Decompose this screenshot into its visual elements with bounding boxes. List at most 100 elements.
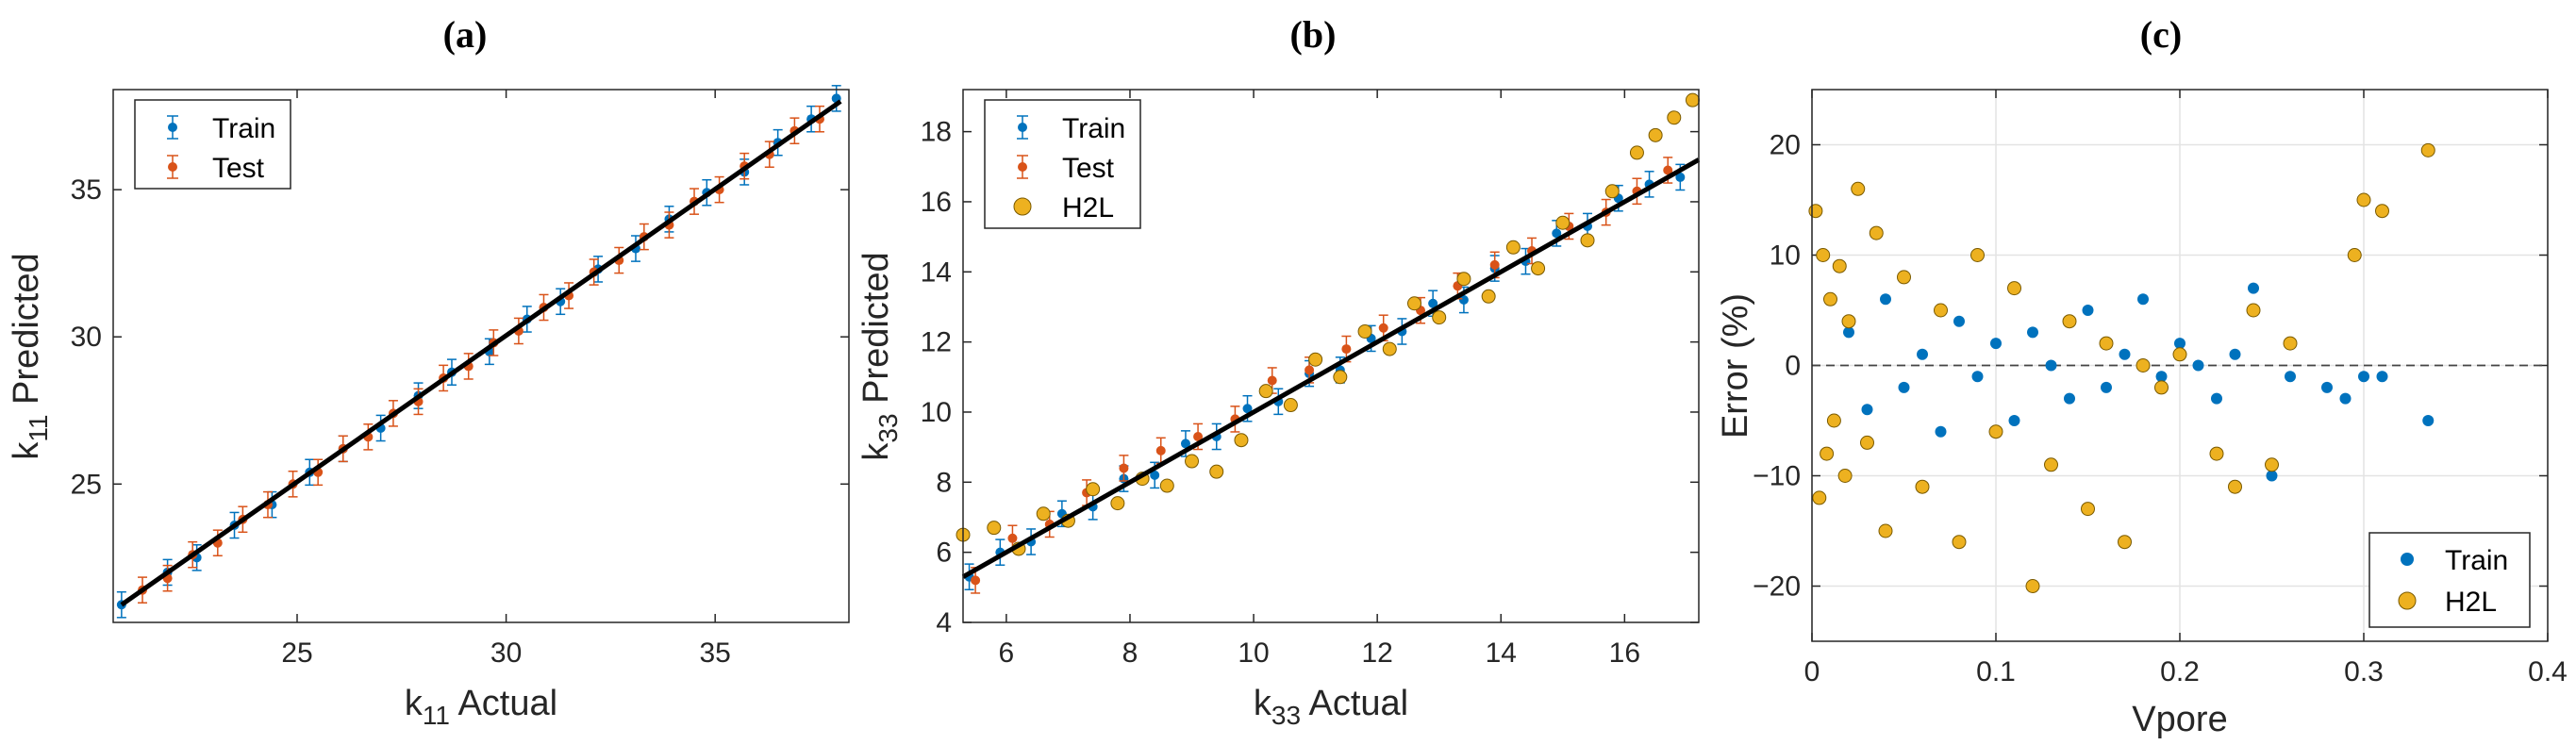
panel-c-h2l-point-31: [2246, 303, 2261, 318]
panel-c-train-point-8: [1990, 338, 2002, 350]
panel-a-y-tick-label-2: 35: [71, 174, 102, 206]
panel-c-h2l-point-3: [1820, 446, 1835, 461]
panel-b: (b) 6 8 10 12 14 16 4 6 8 10 12 14 16 18 k33 Actual k…: [856, 13, 1701, 730]
panel-b-axes-box: [962, 89, 1700, 623]
panel-b-test-point-4: [1119, 455, 1129, 482]
panel-c-train-point-20: [2211, 392, 2222, 405]
panel-b-x-tick-label-4: 14: [1486, 637, 1517, 669]
panel-c-x-axis-label: Vpore: [2132, 700, 2227, 739]
panel-c-h2l-point-10: [1860, 435, 1874, 450]
panel-b-h2l-point-13: [1283, 398, 1298, 413]
panel-c-h2l-point-2: [1816, 248, 1831, 262]
panel-b-title: (b): [1290, 13, 1337, 56]
panel-a-test-point-11: [413, 388, 424, 416]
panel-b-y-tick-label-7: 18: [921, 117, 952, 148]
panel-c-h2l-point-9: [1851, 181, 1866, 196]
panel-b-x-tick-label-1: 8: [1122, 637, 1138, 669]
panel-c-h2l-point-34: [2347, 248, 2362, 262]
panel-c-train-point-1: [1861, 404, 1873, 416]
panel-b-h2l-point-29: [1667, 110, 1682, 125]
panel-c-train-point-17: [2155, 371, 2168, 383]
panel-c-h2l-point-33: [2283, 336, 2298, 351]
panel-c-train-point-16: [2137, 293, 2149, 306]
panel-c-h2l-point-7: [1837, 469, 1853, 483]
panel-c-axes-box: [1811, 89, 2549, 642]
panel-c: (c) 0 0.1 0.2 0.3 0.4 −20 −10 0 10 20 Vpore Error…: [1716, 13, 2568, 739]
panel-a-legend-test-marker: [167, 155, 178, 179]
panel-c-legend-h2l-marker: [2398, 591, 2417, 610]
panel-c-h2l-point-25: [2118, 535, 2132, 550]
panel-b-h2l-point-22: [1505, 240, 1521, 255]
panel-b-legend-h2l-marker: [1013, 197, 1032, 216]
panel-a-test-point-7: [313, 458, 324, 487]
panel-b-h2l-point-8: [1159, 478, 1174, 493]
panel-b-legend-train-label: Train: [1062, 113, 1125, 144]
panel-a: (a) 25 30 35 25 30 35 k11 Actual k11 Predicte…: [7, 13, 850, 730]
panel-c-train-point-0: [1843, 326, 1854, 339]
panel-b-legend-train-marker: [1017, 115, 1028, 140]
panel-b-legend-test-marker: [1017, 155, 1028, 179]
panel-c-legend-train-label: Train: [2445, 545, 2508, 576]
panel-b-y-tick-label-0: 4: [936, 607, 952, 638]
panel-c-h2l-point-36: [2375, 204, 2389, 219]
panel-c-h2l-point-8: [1841, 314, 1856, 329]
panel-b-h2l-point-18: [1406, 296, 1421, 311]
panel-b-h2l-point-17: [1382, 341, 1397, 356]
panel-b-h2l-point-10: [1209, 464, 1224, 479]
panel-c-h2l-point-0: [1808, 204, 1823, 219]
panel-a-plot-area: 25 30 35 25 30 35: [71, 85, 849, 669]
panel-c-legend: Train H2L: [2368, 532, 2531, 628]
panel-c-train-point-24: [2285, 371, 2296, 383]
panel-c-train-point-26: [2339, 392, 2352, 405]
panel-a-x-tick-label-1: 30: [490, 637, 522, 669]
panel-c-x-tick-label-2: 0.2: [2160, 656, 2200, 687]
panel-b-legend-h2l-label: H2L: [1062, 192, 1114, 224]
panel-b-h2l-point-9: [1185, 454, 1200, 469]
panel-a-fit-line: [120, 99, 842, 607]
panel-c-h2l-point-16: [1952, 535, 1967, 550]
panel-c-h2l-point-23: [2081, 502, 2095, 517]
panel-b-h2l-point-27: [1629, 145, 1644, 160]
panel-c-train-point-14: [2101, 381, 2112, 393]
panel-a-legend: Train Test: [134, 99, 291, 190]
panel-b-y-axis-label: k33 Predicted: [856, 252, 903, 460]
panel-b-h2l-point-28: [1648, 127, 1663, 142]
panel-c-h2l-point-37: [2420, 142, 2435, 157]
panel-b-h2l-point-20: [1456, 272, 1471, 287]
panel-b-x-tick-label-0: 6: [999, 637, 1015, 669]
panel-c-train-point-6: [1953, 315, 1965, 327]
panel-c-train-point-21: [2229, 348, 2241, 360]
panel-c-h2l-point-6: [1832, 258, 1847, 273]
panel-c-train-point-23: [2266, 470, 2278, 482]
panel-c-train-point-2: [1880, 293, 1891, 306]
panel-b-y-tick-label-4: 12: [921, 327, 952, 358]
panel-a-x-tick-label-0: 25: [281, 637, 312, 669]
panel-c-h2l-point-30: [2228, 479, 2242, 494]
panel-b-y-tick-label-2: 8: [936, 467, 952, 498]
panel-c-h2l-point-29: [2209, 446, 2224, 461]
panel-c-h2l-point-22: [2062, 314, 2077, 329]
panel-c-train-point-13: [2082, 305, 2094, 316]
panel-b-h2l-point-21: [1481, 289, 1496, 304]
panel-c-train-point-22: [2248, 282, 2259, 294]
panel-a-x-tick-label-2: 35: [699, 637, 730, 669]
panel-c-h2l-point-4: [1823, 291, 1837, 306]
panel-b-x-axis-label: k33 Actual: [1254, 684, 1408, 730]
panel-a-y-axis-label: k11 Predicted: [7, 253, 53, 459]
panel-c-h2l-point-35: [2356, 192, 2371, 207]
panel-a-legend-box: [134, 99, 291, 190]
panel-c-h2l-point-27: [2154, 380, 2169, 395]
panel-c-h2l-point-11: [1869, 225, 1884, 240]
panel-c-h2l-point-12: [1878, 523, 1893, 538]
panel-c-h2l-point-13: [1897, 270, 1911, 285]
panel-b-h2l-point-14: [1308, 352, 1323, 367]
panel-b-h2l-point-3: [1036, 506, 1051, 522]
panel-b-plot-area: 6 8 10 12 14 16 4 6 8 10 12 14 16 18: [921, 90, 1701, 669]
panel-c-y-tick-label-1: −10: [1753, 461, 1801, 492]
panel-c-h2l-point-15: [1934, 303, 1948, 318]
panel-a-title: (a): [443, 13, 488, 56]
panel-c-x-tick-label-4: 0.4: [2528, 656, 2568, 687]
panel-b-y-tick-label-5: 14: [921, 257, 952, 288]
panel-b-h2l-point-23: [1531, 261, 1546, 276]
panel-c-y-tick-label-3: 10: [1770, 240, 1801, 272]
